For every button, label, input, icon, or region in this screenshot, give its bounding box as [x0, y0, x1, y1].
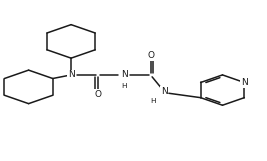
Text: N: N	[241, 78, 248, 87]
Text: N: N	[161, 87, 167, 96]
Text: O: O	[147, 51, 154, 60]
Text: H: H	[151, 98, 156, 104]
Text: H: H	[121, 83, 127, 89]
Text: N: N	[121, 70, 128, 79]
Text: O: O	[94, 90, 101, 99]
Text: N: N	[68, 70, 74, 79]
